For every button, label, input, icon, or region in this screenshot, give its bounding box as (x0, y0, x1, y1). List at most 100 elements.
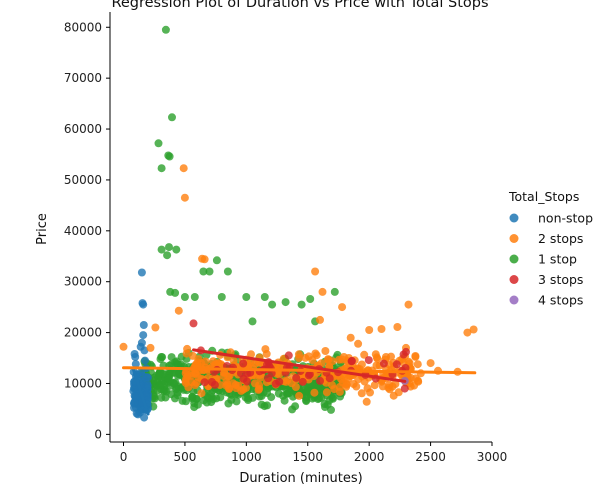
regression-line-3-stops (192, 348, 407, 383)
data-point (325, 396, 334, 405)
data-point (174, 306, 183, 315)
data-point (175, 370, 183, 379)
data-point (216, 393, 225, 402)
data-point (389, 391, 398, 400)
data-point (263, 401, 272, 410)
data-point (357, 389, 366, 398)
y-tick-label: 0 (94, 427, 102, 441)
data-point (168, 113, 176, 122)
data-point (188, 392, 197, 401)
data-point (292, 373, 301, 382)
data-point (360, 350, 369, 359)
data-point (225, 384, 234, 393)
y-tick-label: 40000 (64, 224, 102, 238)
data-point (243, 377, 252, 386)
data-point (179, 164, 188, 173)
data-point (207, 398, 216, 407)
legend-marker (509, 275, 519, 284)
data-point (180, 193, 189, 202)
x-axis-label: Duration (minutes) (239, 471, 362, 486)
data-point (217, 293, 226, 301)
data-point (169, 379, 178, 388)
data-point (364, 356, 373, 365)
data-point (335, 383, 344, 391)
data-point (119, 342, 128, 351)
data-point (379, 359, 388, 368)
data-point (173, 391, 182, 400)
data-point (360, 377, 369, 386)
data-point (209, 357, 218, 366)
data-point (199, 267, 208, 276)
x-tick-label: 0 (120, 450, 128, 464)
data-point (406, 373, 415, 382)
y-tick-label: 70000 (64, 71, 102, 85)
data-point (393, 323, 402, 331)
data-point (158, 353, 167, 362)
data-point (192, 378, 201, 387)
data-point (261, 345, 270, 354)
data-point (141, 356, 149, 365)
data-point (132, 409, 141, 418)
data-point (171, 358, 180, 367)
x-tick-label: 2000 (354, 450, 385, 464)
data-point (426, 359, 435, 368)
data-point (190, 293, 199, 301)
regression-line-non-stop (131, 367, 150, 416)
data-point (346, 333, 355, 342)
y-tick-label: 50000 (64, 173, 102, 187)
data-point (260, 293, 269, 301)
data-point (330, 287, 339, 296)
data-point (321, 347, 330, 355)
data-point (205, 267, 214, 276)
data-point (188, 351, 197, 360)
data-point (191, 369, 200, 378)
data-point (268, 300, 277, 309)
data-point (339, 353, 348, 361)
legend-entry: non-stop (538, 211, 593, 226)
data-point (154, 139, 163, 148)
data-point (181, 397, 190, 406)
data-point (400, 384, 409, 393)
data-point (165, 243, 173, 252)
data-point (365, 326, 374, 334)
data-point (281, 298, 290, 307)
data-point (287, 379, 296, 388)
x-ticks: 0 500 1000 1500 2000 2500 3000 (120, 442, 507, 464)
data-point (413, 360, 422, 369)
legend-entry: 4 stops (538, 293, 583, 308)
y-ticks: 0 10000 20000 30000 40000 50000 60000 70000 8000… (64, 20, 110, 441)
data-point (318, 287, 327, 296)
data-point (254, 385, 263, 394)
data-point (165, 152, 174, 161)
data-point (227, 395, 236, 404)
data-point (275, 377, 284, 386)
legend-marker (509, 234, 519, 243)
data-point (322, 388, 331, 397)
data-point (414, 376, 422, 385)
data-point (223, 267, 232, 276)
data-point (281, 384, 290, 393)
data-point (311, 267, 320, 276)
regression-line-2-stops (122, 366, 477, 375)
data-point (316, 376, 324, 385)
data-point (161, 393, 170, 402)
data-point (362, 397, 371, 406)
x-tick-label: 1000 (231, 450, 262, 464)
data-point (310, 388, 319, 397)
data-point (130, 397, 139, 406)
data-point (298, 377, 307, 386)
data-point (157, 245, 166, 254)
legend-marker (509, 254, 519, 264)
y-tick-label: 10000 (64, 376, 102, 390)
data-point (373, 354, 382, 363)
y-tick-label: 80000 (64, 20, 102, 34)
data-point (193, 400, 202, 409)
data-point (159, 370, 167, 378)
data-point (385, 385, 394, 394)
data-point (201, 357, 210, 366)
data-point (137, 268, 146, 277)
x-tick-label: 500 (173, 450, 196, 464)
data-point (312, 351, 321, 360)
legend-marker (509, 295, 519, 305)
